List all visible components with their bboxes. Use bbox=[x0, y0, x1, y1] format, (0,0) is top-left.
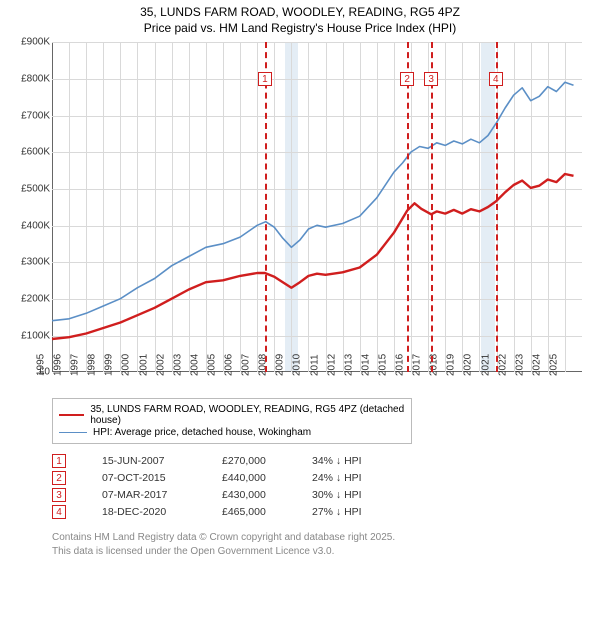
x-tick-label: 2016 bbox=[395, 354, 406, 376]
x-tick-label: 2023 bbox=[514, 354, 525, 376]
footnote-line-1: Contains HM Land Registry data © Crown c… bbox=[52, 531, 592, 545]
sale-marker-ref: 1 bbox=[52, 454, 66, 468]
y-tick-label: £500K bbox=[16, 184, 50, 195]
sale-row: 1 15-JUN-2007£270,00034% ↓ HPI bbox=[52, 454, 592, 468]
x-tick-label: 2022 bbox=[497, 354, 508, 376]
x-tick-label: 2011 bbox=[309, 355, 320, 377]
sale-price: £430,000 bbox=[222, 489, 312, 501]
sale-date: 07-MAR-2017 bbox=[102, 489, 222, 501]
x-tick-label: 2007 bbox=[241, 354, 252, 376]
chart-title: 35, LUNDS FARM ROAD, WOODLEY, READING, R… bbox=[8, 4, 592, 36]
sale-marker-box: 1 bbox=[258, 72, 272, 86]
x-tick-label: 2024 bbox=[531, 354, 542, 376]
y-tick-label: £900K bbox=[16, 37, 50, 48]
legend: 35, LUNDS FARM ROAD, WOODLEY, READING, R… bbox=[52, 398, 412, 444]
y-tick-label: £400K bbox=[16, 220, 50, 231]
x-tick-label: 2014 bbox=[360, 354, 371, 376]
y-tick-label: £800K bbox=[16, 74, 50, 85]
y-tick-label: £300K bbox=[16, 257, 50, 268]
sale-marker-line bbox=[496, 42, 498, 372]
legend-swatch bbox=[59, 432, 87, 433]
x-tick-label: 1995 bbox=[36, 354, 47, 376]
y-tick-label: £100K bbox=[16, 330, 50, 341]
sale-marker-box: 2 bbox=[400, 72, 414, 86]
sale-diff-hpi: 30% ↓ HPI bbox=[312, 489, 402, 501]
sale-date: 15-JUN-2007 bbox=[102, 455, 222, 467]
x-tick-label: 2002 bbox=[155, 354, 166, 376]
sale-marker-box: 4 bbox=[489, 72, 503, 86]
x-tick-label: 2019 bbox=[446, 354, 457, 376]
y-tick-label: £700K bbox=[16, 110, 50, 121]
x-tick-label: 1999 bbox=[104, 354, 115, 376]
x-tick-label: 2010 bbox=[292, 354, 303, 376]
y-tick-label: £200K bbox=[16, 294, 50, 305]
sale-date: 18-DEC-2020 bbox=[102, 506, 222, 518]
series-lines bbox=[52, 42, 582, 372]
x-tick-label: 2013 bbox=[343, 354, 354, 376]
sale-date: 07-OCT-2015 bbox=[102, 472, 222, 484]
legend-label: HPI: Average price, detached house, Woki… bbox=[93, 427, 311, 438]
title-line-2: Price paid vs. HM Land Registry's House … bbox=[8, 20, 592, 36]
sale-diff-hpi: 27% ↓ HPI bbox=[312, 506, 402, 518]
x-tick-label: 2000 bbox=[121, 354, 132, 376]
sale-marker-line bbox=[265, 42, 267, 372]
sale-marker-ref: 4 bbox=[52, 505, 66, 519]
sales-table: 1 15-JUN-2007£270,00034% ↓ HPI 2 07-OCT-201… bbox=[52, 454, 592, 519]
chart: £0£100K£200K£300K£400K£500K£600K£700K£80… bbox=[16, 42, 582, 392]
sale-row: 4 18-DEC-2020£465,00027% ↓ HPI bbox=[52, 505, 592, 519]
sale-marker-box: 3 bbox=[424, 72, 438, 86]
x-tick-label: 2006 bbox=[224, 354, 235, 376]
sale-diff-hpi: 34% ↓ HPI bbox=[312, 455, 402, 467]
sale-price: £440,000 bbox=[222, 472, 312, 484]
x-tick-label: 2005 bbox=[206, 354, 217, 376]
x-tick-label: 2008 bbox=[258, 354, 269, 376]
title-line-1: 35, LUNDS FARM ROAD, WOODLEY, READING, R… bbox=[8, 4, 592, 20]
legend-label: 35, LUNDS FARM ROAD, WOODLEY, READING, R… bbox=[90, 404, 405, 426]
legend-row: 35, LUNDS FARM ROAD, WOODLEY, READING, R… bbox=[59, 404, 405, 426]
x-tick-label: 2004 bbox=[189, 354, 200, 376]
sale-row: 2 07-OCT-2015£440,00024% ↓ HPI bbox=[52, 471, 592, 485]
sale-marker-ref: 3 bbox=[52, 488, 66, 502]
x-tick-label: 2017 bbox=[412, 354, 423, 376]
y-tick-label: £600K bbox=[16, 147, 50, 158]
footnote: Contains HM Land Registry data © Crown c… bbox=[52, 531, 592, 558]
legend-row: HPI: Average price, detached house, Woki… bbox=[59, 427, 405, 438]
sale-price: £270,000 bbox=[222, 455, 312, 467]
x-tick-label: 2009 bbox=[275, 354, 286, 376]
x-tick-label: 2001 bbox=[138, 354, 149, 376]
sale-marker-line bbox=[431, 42, 433, 372]
x-tick-label: 2021 bbox=[480, 354, 491, 376]
x-tick-label: 2015 bbox=[377, 354, 388, 376]
x-tick-label: 2012 bbox=[326, 354, 337, 376]
sale-marker-line bbox=[407, 42, 409, 372]
x-tick-label: 2025 bbox=[548, 354, 559, 376]
footnote-line-2: This data is licensed under the Open Gov… bbox=[52, 545, 592, 559]
x-tick-label: 2020 bbox=[463, 354, 474, 376]
sale-row: 3 07-MAR-2017£430,00030% ↓ HPI bbox=[52, 488, 592, 502]
sale-diff-hpi: 24% ↓ HPI bbox=[312, 472, 402, 484]
x-tick-label: 2003 bbox=[172, 354, 183, 376]
x-tick-label: 1997 bbox=[70, 354, 81, 376]
x-tick-label: 1998 bbox=[87, 354, 98, 376]
sale-marker-ref: 2 bbox=[52, 471, 66, 485]
x-tick-label: 1996 bbox=[53, 354, 64, 376]
legend-swatch bbox=[59, 414, 84, 416]
sale-price: £465,000 bbox=[222, 506, 312, 518]
